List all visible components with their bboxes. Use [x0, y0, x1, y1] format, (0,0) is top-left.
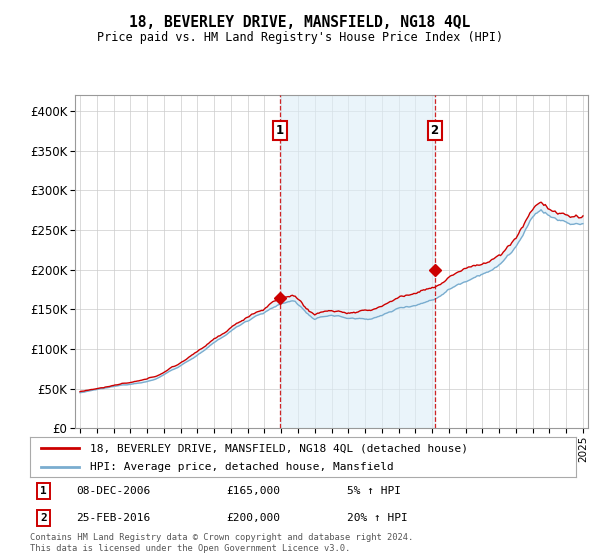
Text: £200,000: £200,000: [227, 514, 281, 524]
Text: 18, BEVERLEY DRIVE, MANSFIELD, NG18 4QL: 18, BEVERLEY DRIVE, MANSFIELD, NG18 4QL: [130, 15, 470, 30]
Text: Price paid vs. HM Land Registry's House Price Index (HPI): Price paid vs. HM Land Registry's House …: [97, 31, 503, 44]
Text: £165,000: £165,000: [227, 486, 281, 496]
Text: 2: 2: [40, 514, 47, 524]
Text: Contains HM Land Registry data © Crown copyright and database right 2024.
This d: Contains HM Land Registry data © Crown c…: [30, 533, 413, 553]
Bar: [280, 95, 434, 428]
Text: 2: 2: [431, 124, 439, 137]
Text: 18, BEVERLEY DRIVE, MANSFIELD, NG18 4QL (detached house): 18, BEVERLEY DRIVE, MANSFIELD, NG18 4QL …: [90, 443, 468, 453]
Text: HPI: Average price, detached house, Mansfield: HPI: Average price, detached house, Mans…: [90, 463, 394, 473]
Text: 1: 1: [276, 124, 284, 137]
Text: 25-FEB-2016: 25-FEB-2016: [76, 514, 151, 524]
Text: 5% ↑ HPI: 5% ↑ HPI: [347, 486, 401, 496]
Text: 20% ↑ HPI: 20% ↑ HPI: [347, 514, 407, 524]
Text: 08-DEC-2006: 08-DEC-2006: [76, 486, 151, 496]
Text: 1: 1: [40, 486, 47, 496]
